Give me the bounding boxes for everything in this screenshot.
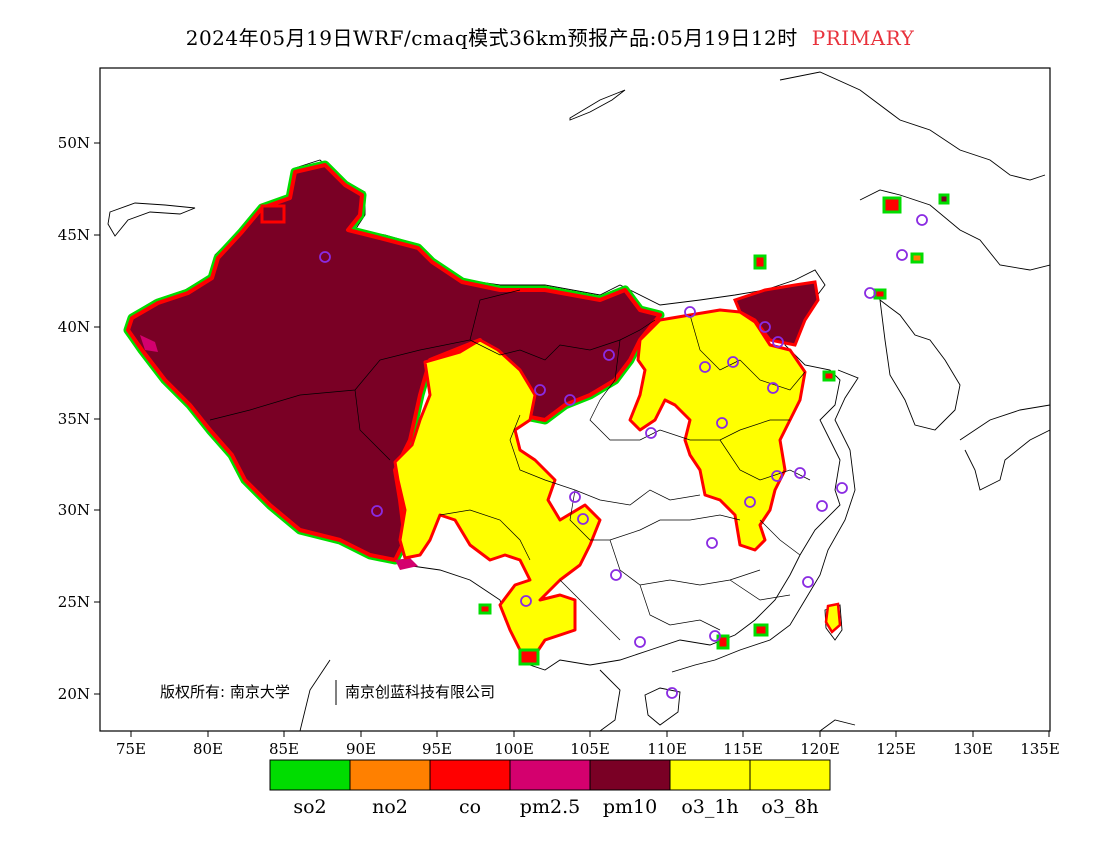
title-text: 2024年05月19日WRF/cmaq模式36km预报产品:05月19日12时 — [185, 26, 798, 50]
lon-tick-label: 115E — [723, 740, 763, 758]
lon-tick-label: 100E — [494, 740, 534, 758]
legend-swatch-o3-1h — [669, 759, 751, 791]
legend-label: o3_8h — [761, 796, 818, 818]
map-plot-area: 版权所有: 南京大学 南京创蓝科技有限公司 — [107, 71, 1050, 731]
lon-tick-label: 75E — [116, 740, 146, 758]
lon-tick-label: 130E — [953, 740, 993, 758]
lat-tick-label: 40N — [58, 318, 90, 336]
legend-label: pm2.5 — [520, 796, 580, 818]
lon-tick-label: 85E — [269, 740, 299, 758]
legend-swatch-o3-8h — [749, 759, 831, 791]
lon-tick-label: 80E — [193, 740, 223, 758]
lon-tick-label: 120E — [800, 740, 840, 758]
lat-tick-marks — [94, 142, 100, 695]
lon-tick-label: 95E — [422, 740, 452, 758]
lon-tick-label: 125E — [876, 740, 916, 758]
legend-swatch-pm10 — [589, 759, 671, 791]
lon-axis: 75E 80E 85E 90E 95E 100E 105E 110E 115E … — [116, 731, 1060, 758]
lat-tick-label: 25N — [58, 593, 90, 611]
lon-tick-label: 110E — [647, 740, 687, 758]
legend-swatch-pm2-5 — [509, 759, 591, 791]
lat-tick-label: 50N — [58, 134, 90, 152]
legend-label: co — [459, 796, 481, 818]
lon-tick-label: 135E — [1020, 740, 1060, 758]
lat-tick-label: 20N — [58, 685, 90, 703]
legend: so2 no2 co pm2.5 pm10 o3_1h o3_8h — [269, 759, 831, 818]
legend-swatch-co — [429, 759, 511, 791]
lat-tick-label: 35N — [58, 410, 90, 428]
lat-tick-label: 30N — [58, 501, 90, 519]
province-boundaries — [209, 289, 811, 641]
lon-tick-label: 105E — [570, 740, 610, 758]
lat-tick-label: 45N — [58, 226, 90, 244]
legend-label: pm10 — [603, 796, 657, 818]
coastlines — [107, 71, 1050, 731]
map-frame — [99, 67, 1051, 732]
legend-label: no2 — [372, 796, 408, 818]
monitoring-stations — [319, 214, 928, 699]
pm10-field — [123, 160, 820, 570]
legend-swatch-so2 — [269, 759, 351, 791]
lon-tick-label: 90E — [346, 740, 376, 758]
lat-axis: 20N 25N 30N 35N 40N 45N 50N — [58, 134, 100, 703]
map-title: 2024年05月19日WRF/cmaq模式36km预报产品:05月19日12时 P… — [0, 22, 1100, 51]
legend-label: so2 — [293, 796, 326, 818]
legend-swatch-no2 — [349, 759, 431, 791]
o3-field — [393, 308, 842, 657]
copyright-right: 南京创蓝科技有限公司 — [345, 683, 495, 701]
copyright-left: 版权所有: 南京大学 — [160, 683, 290, 701]
lon-tick-marks — [130, 731, 1050, 737]
title-tag: PRIMARY — [811, 26, 915, 50]
legend-label: o3_1h — [681, 796, 738, 818]
